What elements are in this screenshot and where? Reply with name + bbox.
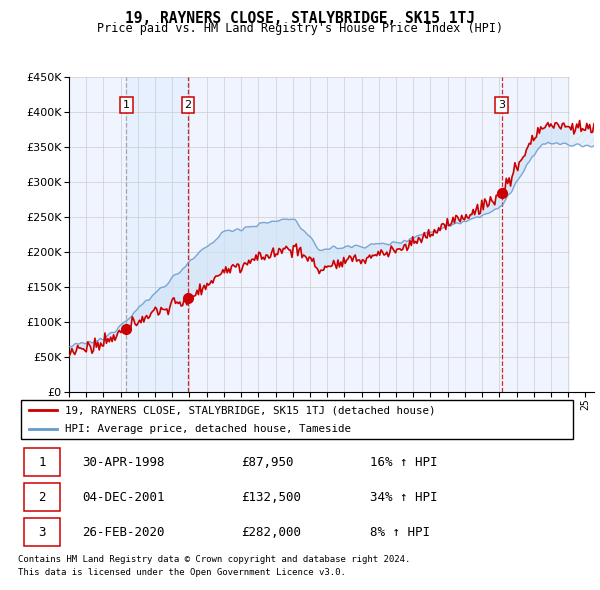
FancyBboxPatch shape [21,400,573,439]
Text: 1: 1 [123,100,130,110]
FancyBboxPatch shape [23,518,60,546]
Text: 26-FEB-2020: 26-FEB-2020 [82,526,164,539]
Text: £282,000: £282,000 [241,526,301,539]
FancyBboxPatch shape [23,448,60,476]
Text: 30-APR-1998: 30-APR-1998 [82,455,164,468]
Text: Price paid vs. HM Land Registry's House Price Index (HPI): Price paid vs. HM Land Registry's House … [97,22,503,35]
Bar [127,77,188,392]
Text: 19, RAYNERS CLOSE, STALYBRIDGE, SK15 1TJ: 19, RAYNERS CLOSE, STALYBRIDGE, SK15 1TJ [125,11,475,25]
Text: 3: 3 [38,526,46,539]
Text: 16% ↑ HPI: 16% ↑ HPI [370,455,437,468]
Text: 19, RAYNERS CLOSE, STALYBRIDGE, SK15 1TJ (detached house): 19, RAYNERS CLOSE, STALYBRIDGE, SK15 1TJ… [65,405,436,415]
Text: 3: 3 [498,100,505,110]
Text: 2: 2 [38,490,46,504]
Text: 1: 1 [38,455,46,468]
Text: 04-DEC-2001: 04-DEC-2001 [82,490,164,504]
FancyBboxPatch shape [23,483,60,512]
Text: 2: 2 [185,100,191,110]
Text: This data is licensed under the Open Government Licence v3.0.: This data is licensed under the Open Gov… [18,568,346,576]
Text: 34% ↑ HPI: 34% ↑ HPI [370,490,437,504]
Text: 8% ↑ HPI: 8% ↑ HPI [370,526,430,539]
Text: £87,950: £87,950 [241,455,294,468]
Text: £132,500: £132,500 [241,490,301,504]
Text: Contains HM Land Registry data © Crown copyright and database right 2024.: Contains HM Land Registry data © Crown c… [18,555,410,563]
Text: HPI: Average price, detached house, Tameside: HPI: Average price, detached house, Tame… [65,424,352,434]
